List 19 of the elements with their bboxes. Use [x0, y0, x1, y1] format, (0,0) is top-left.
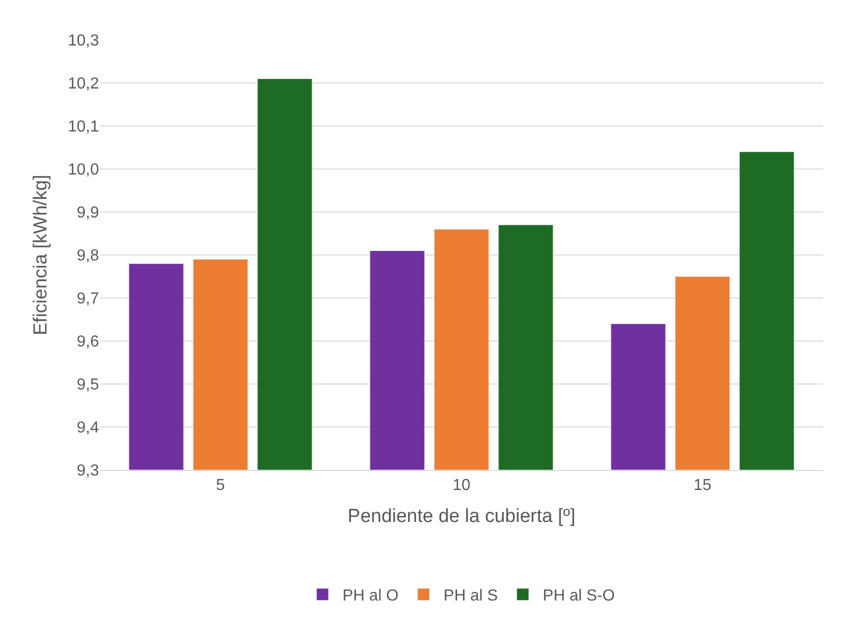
y-tick-label: 10,2: [68, 76, 100, 93]
x-axis-title: Pendiente de la cubierta [º]: [348, 506, 576, 527]
x-tick-label: 15: [694, 477, 712, 494]
y-tick-label: 9,5: [76, 376, 100, 394]
y-tick-label: 10,3: [68, 32, 100, 50]
y-tick-label: 9,3: [76, 462, 100, 480]
y-tick-label: 10,0: [68, 162, 100, 179]
y-tick-label: 9,9: [76, 204, 100, 222]
y-tick-label: 9,4: [76, 420, 100, 437]
x-tick-label: 5: [216, 477, 226, 494]
y-tick-label: 9,8: [76, 248, 100, 265]
y-tick-label: 10,1: [68, 118, 100, 136]
legend-label: PH al S: [444, 588, 498, 605]
y-tick-label: 9,6: [76, 334, 100, 351]
legend-label: PH al S-O: [542, 588, 615, 605]
y-tick-label: 9,7: [76, 290, 100, 308]
legend-label: PH al O: [342, 588, 399, 605]
y-axis-title: Eficiencia [kWh/kg]: [30, 174, 52, 336]
x-tick-label: 10: [452, 477, 470, 494]
